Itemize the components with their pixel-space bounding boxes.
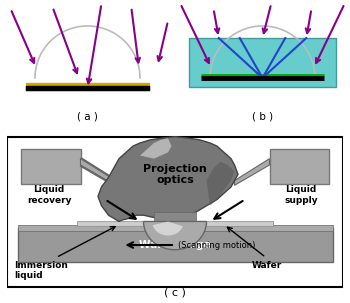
Polygon shape	[206, 162, 235, 206]
Polygon shape	[80, 159, 116, 185]
Polygon shape	[140, 138, 172, 159]
Bar	[21, 149, 80, 184]
Polygon shape	[98, 137, 238, 221]
Text: Projection
optics: Projection optics	[143, 164, 207, 185]
Text: ( b ): ( b )	[252, 111, 273, 121]
Bar	[270, 149, 329, 184]
Bar	[18, 225, 332, 231]
Bar	[7, 137, 343, 288]
Text: Liquid
supply: Liquid supply	[284, 185, 318, 205]
Bar	[77, 221, 273, 226]
Bar	[18, 228, 332, 262]
Text: (Scanning motion): (Scanning motion)	[178, 241, 256, 249]
Text: ( a ): ( a )	[77, 111, 98, 121]
Bar	[154, 212, 196, 221]
Wedge shape	[153, 221, 183, 236]
Polygon shape	[234, 159, 270, 185]
Text: Immersion
liquid: Immersion liquid	[14, 261, 68, 280]
Text: Liquid
recovery: Liquid recovery	[27, 185, 71, 205]
Text: ( c ): ( c )	[164, 287, 186, 297]
Text: Wafer: Wafer	[252, 261, 282, 270]
Bar	[189, 38, 336, 87]
Text: Wafer stage: Wafer stage	[139, 240, 211, 250]
Wedge shape	[144, 221, 206, 250]
